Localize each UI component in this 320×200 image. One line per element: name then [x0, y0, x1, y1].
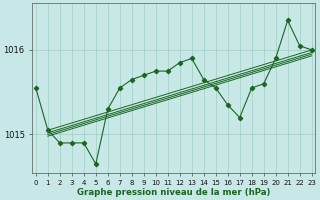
X-axis label: Graphe pression niveau de la mer (hPa): Graphe pression niveau de la mer (hPa) [77, 188, 270, 197]
